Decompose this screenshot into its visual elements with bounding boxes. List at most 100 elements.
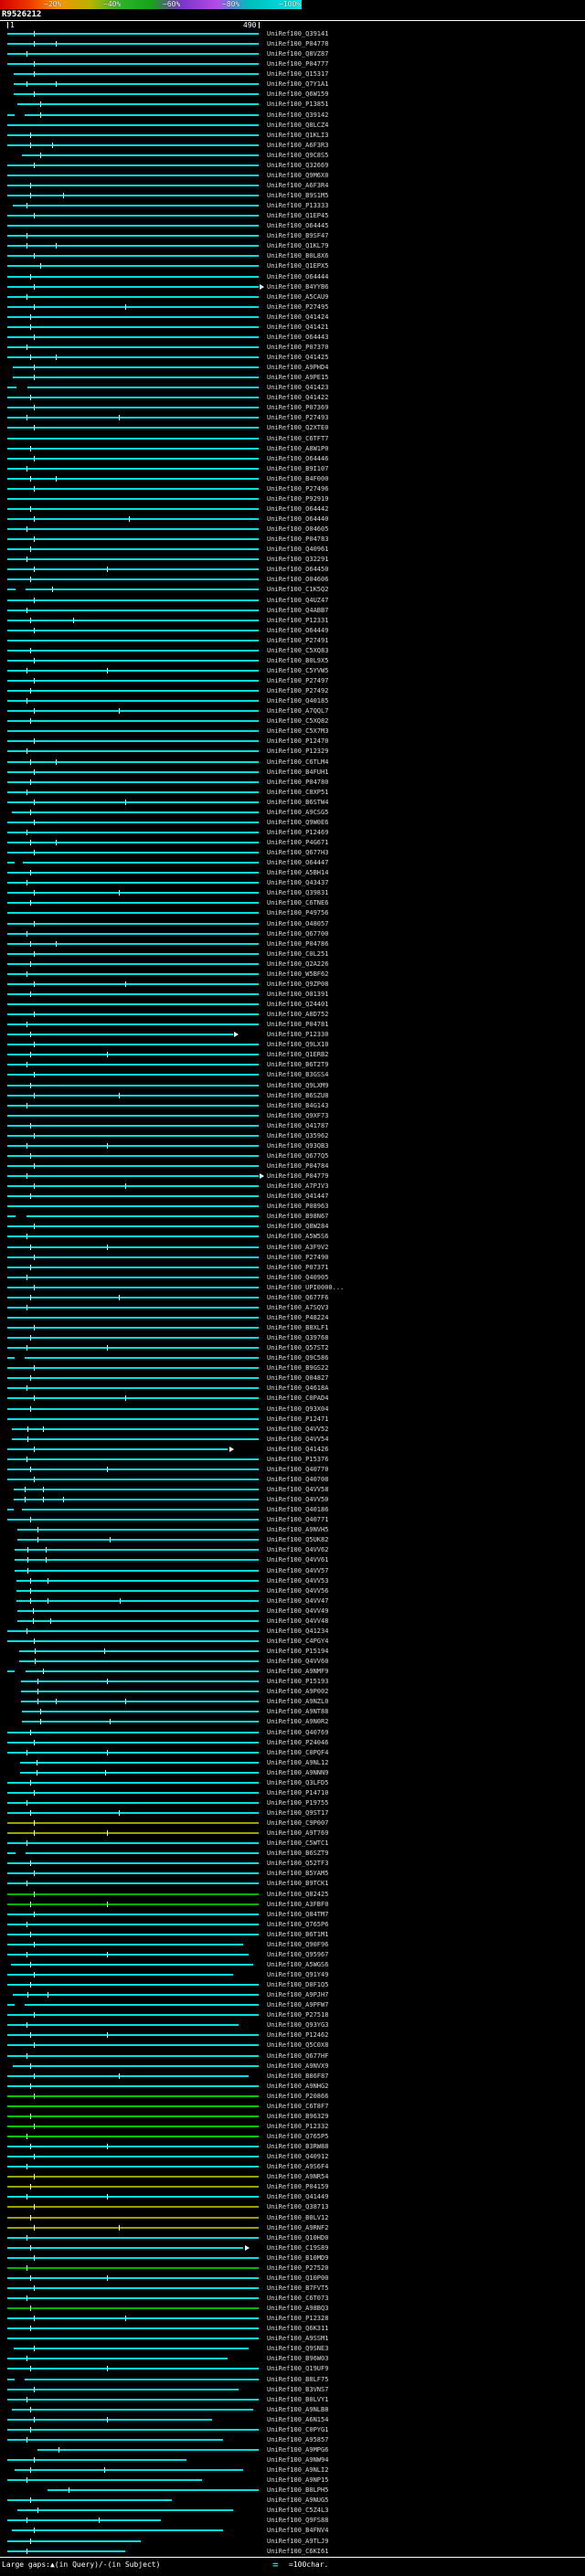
hit-row[interactable]: UniRef100_O64443	[0, 333, 585, 343]
alignment-bar[interactable]	[7, 2034, 259, 2037]
alignment-bar[interactable]	[7, 497, 259, 500]
hit-id-label[interactable]: UniRef100_B0L9X5	[267, 656, 329, 664]
alignment-bar[interactable]	[26, 1215, 259, 1218]
hit-row[interactable]: UniRef100_P04781	[0, 1020, 585, 1030]
alignment-bar[interactable]	[7, 882, 259, 885]
alignment-bar[interactable]	[7, 215, 259, 217]
alignment-bar[interactable]	[7, 1913, 259, 1915]
alignment-bar[interactable]	[14, 1499, 259, 1501]
alignment-bar[interactable]	[7, 43, 259, 46]
alignment-bar[interactable]	[7, 2156, 259, 2158]
alignment-bar[interactable]	[7, 387, 17, 389]
hit-id-label[interactable]: UniRef100_C0PQF4	[267, 1748, 329, 1756]
alignment-bar[interactable]	[14, 93, 259, 96]
hit-row[interactable]: UniRef100_P92919	[0, 494, 585, 504]
hit-row[interactable]: UniRef100_Q9FS88	[0, 2516, 585, 2526]
hit-id-label[interactable]: UniRef100_Q41449	[267, 2193, 329, 2201]
hit-id-label[interactable]: UniRef100_UPI0000...	[267, 1283, 345, 1291]
hit-row[interactable]: UniRef100_A6F3R4	[0, 181, 585, 191]
hit-row[interactable]: UniRef100_A9NT88	[0, 1707, 585, 1717]
alignment-bar[interactable]	[7, 2539, 141, 2542]
hit-id-label[interactable]: UniRef100_O64440	[267, 515, 329, 523]
hit-row[interactable]: UniRef100_O01391	[0, 990, 585, 1000]
hit-id-label[interactable]: UniRef100_Q677F6	[267, 1293, 329, 1301]
hit-row[interactable]: UniRef100_B4FUH1	[0, 768, 585, 778]
hit-row[interactable]: UniRef100_Q39141	[0, 29, 585, 39]
hit-row[interactable]: UniRef100_A7QQL7	[0, 706, 585, 716]
hit-id-label[interactable]: UniRef100_P48224	[267, 1313, 329, 1321]
alignment-bar[interactable]	[14, 1489, 259, 1490]
alignment-bar[interactable]	[7, 2094, 259, 2097]
alignment-bar[interactable]	[7, 2418, 213, 2421]
hit-id-label[interactable]: UniRef100_Q40905	[267, 1273, 329, 1281]
hit-row[interactable]: UniRef100_O64444	[0, 272, 585, 282]
hit-id-label[interactable]: UniRef100_P49756	[267, 909, 329, 917]
hit-id-label[interactable]: UniRef100_Q765P6	[267, 1920, 329, 1928]
hit-row[interactable]: UniRef100_B9S1M5	[0, 191, 585, 201]
hit-id-label[interactable]: UniRef100_O64449	[267, 626, 329, 634]
hit-row[interactable]: UniRef100_Q40186	[0, 1505, 585, 1515]
hit-id-label[interactable]: UniRef100_A9NUG5	[267, 2496, 329, 2505]
hit-id-label[interactable]: UniRef100_P13333	[267, 202, 329, 210]
alignment-bar[interactable]	[7, 1670, 15, 1673]
hit-id-label[interactable]: UniRef100_Q15317	[267, 70, 329, 79]
alignment-bar[interactable]	[7, 275, 259, 278]
hit-id-label[interactable]: UniRef100_P04786	[267, 939, 329, 948]
alignment-bar[interactable]	[7, 2206, 259, 2209]
hit-row[interactable]: UniRef100_A5BH14	[0, 868, 585, 878]
hit-row[interactable]: UniRef100_Q41449	[0, 2192, 585, 2202]
hit-row[interactable]: UniRef100_Q15317	[0, 69, 585, 80]
alignment-bar[interactable]	[7, 2014, 259, 2017]
hit-row[interactable]: UniRef100_Q8VZ87	[0, 49, 585, 59]
hit-id-label[interactable]: UniRef100_C6TLM4	[267, 758, 329, 766]
hit-row[interactable]: UniRef100_P04779	[0, 1171, 585, 1182]
hit-row[interactable]: UniRef100_B7FVT5	[0, 2284, 585, 2294]
alignment-bar[interactable]	[7, 1286, 259, 1288]
hit-row[interactable]: UniRef100_B86F87	[0, 2072, 585, 2082]
hit-id-label[interactable]: UniRef100_C9P007	[267, 1819, 329, 1828]
alignment-bar[interactable]	[7, 680, 259, 682]
hit-id-label[interactable]: UniRef100_C5XQ83	[267, 646, 329, 654]
hit-row[interactable]: UniRef100_W5BF62	[0, 970, 585, 980]
hit-id-label[interactable]: UniRef100_Q7Y1A1	[267, 80, 329, 89]
alignment-bar[interactable]	[7, 720, 259, 723]
alignment-bar[interactable]	[7, 2368, 259, 2370]
hit-row[interactable]: UniRef100_A5W5S6	[0, 1232, 585, 1242]
alignment-bar[interactable]	[25, 588, 259, 591]
hit-row[interactable]: UniRef100_Q38713	[0, 2202, 585, 2212]
alignment-bar[interactable]	[7, 872, 259, 875]
alignment-bar[interactable]	[7, 2004, 15, 2007]
hit-id-label[interactable]: UniRef100_B6T2T9	[267, 1061, 329, 1069]
hit-id-label[interactable]: UniRef100_P04778	[267, 40, 329, 48]
hit-id-label[interactable]: UniRef100_B4F000	[267, 474, 329, 482]
alignment-bar[interactable]	[7, 295, 259, 298]
hit-id-label[interactable]: UniRef100_P07371	[267, 1263, 329, 1271]
alignment-bar[interactable]	[7, 821, 259, 823]
hit-row[interactable]: UniRef100_Q40769	[0, 1728, 585, 1738]
alignment-bar[interactable]	[7, 1054, 259, 1056]
hit-row[interactable]: UniRef100_P48224	[0, 1313, 585, 1323]
alignment-bar[interactable]	[24, 1357, 259, 1360]
hit-id-label[interactable]: UniRef100_A6N154	[267, 2415, 329, 2423]
hit-row[interactable]: UniRef100_P24046	[0, 1738, 585, 1748]
hit-id-label[interactable]: UniRef100_O64442	[267, 504, 329, 513]
alignment-bar[interactable]	[7, 285, 259, 288]
hit-id-label[interactable]: UniRef100_P04159	[267, 2183, 329, 2191]
alignment-bar[interactable]	[7, 2519, 162, 2522]
alignment-bar[interactable]	[16, 2509, 233, 2512]
alignment-bar[interactable]	[7, 1367, 259, 1370]
alignment-bar[interactable]	[7, 548, 259, 551]
hit-row[interactable]: UniRef100_A9NL12	[0, 1758, 585, 1768]
hit-row[interactable]: UniRef100_P12331	[0, 616, 585, 626]
hit-row[interactable]: UniRef100_O04606	[0, 575, 585, 585]
hit-row[interactable]: UniRef100_P15194	[0, 1647, 585, 1657]
alignment-bar[interactable]	[16, 1539, 259, 1542]
hit-row[interactable]: UniRef100_Q4VV47	[0, 1596, 585, 1606]
hit-row[interactable]: UniRef100_P07370	[0, 343, 585, 353]
hit-id-label[interactable]: UniRef100_A9NT88	[267, 1708, 329, 1716]
hit-row[interactable]: UniRef100_B0L8X6	[0, 251, 585, 261]
alignment-bar[interactable]	[7, 669, 259, 672]
hit-id-label[interactable]: UniRef100_Q41447	[267, 1193, 329, 1201]
hit-id-label[interactable]: UniRef100_Q41424	[267, 313, 329, 321]
hit-row[interactable]: UniRef100_B4YYB6	[0, 282, 585, 292]
